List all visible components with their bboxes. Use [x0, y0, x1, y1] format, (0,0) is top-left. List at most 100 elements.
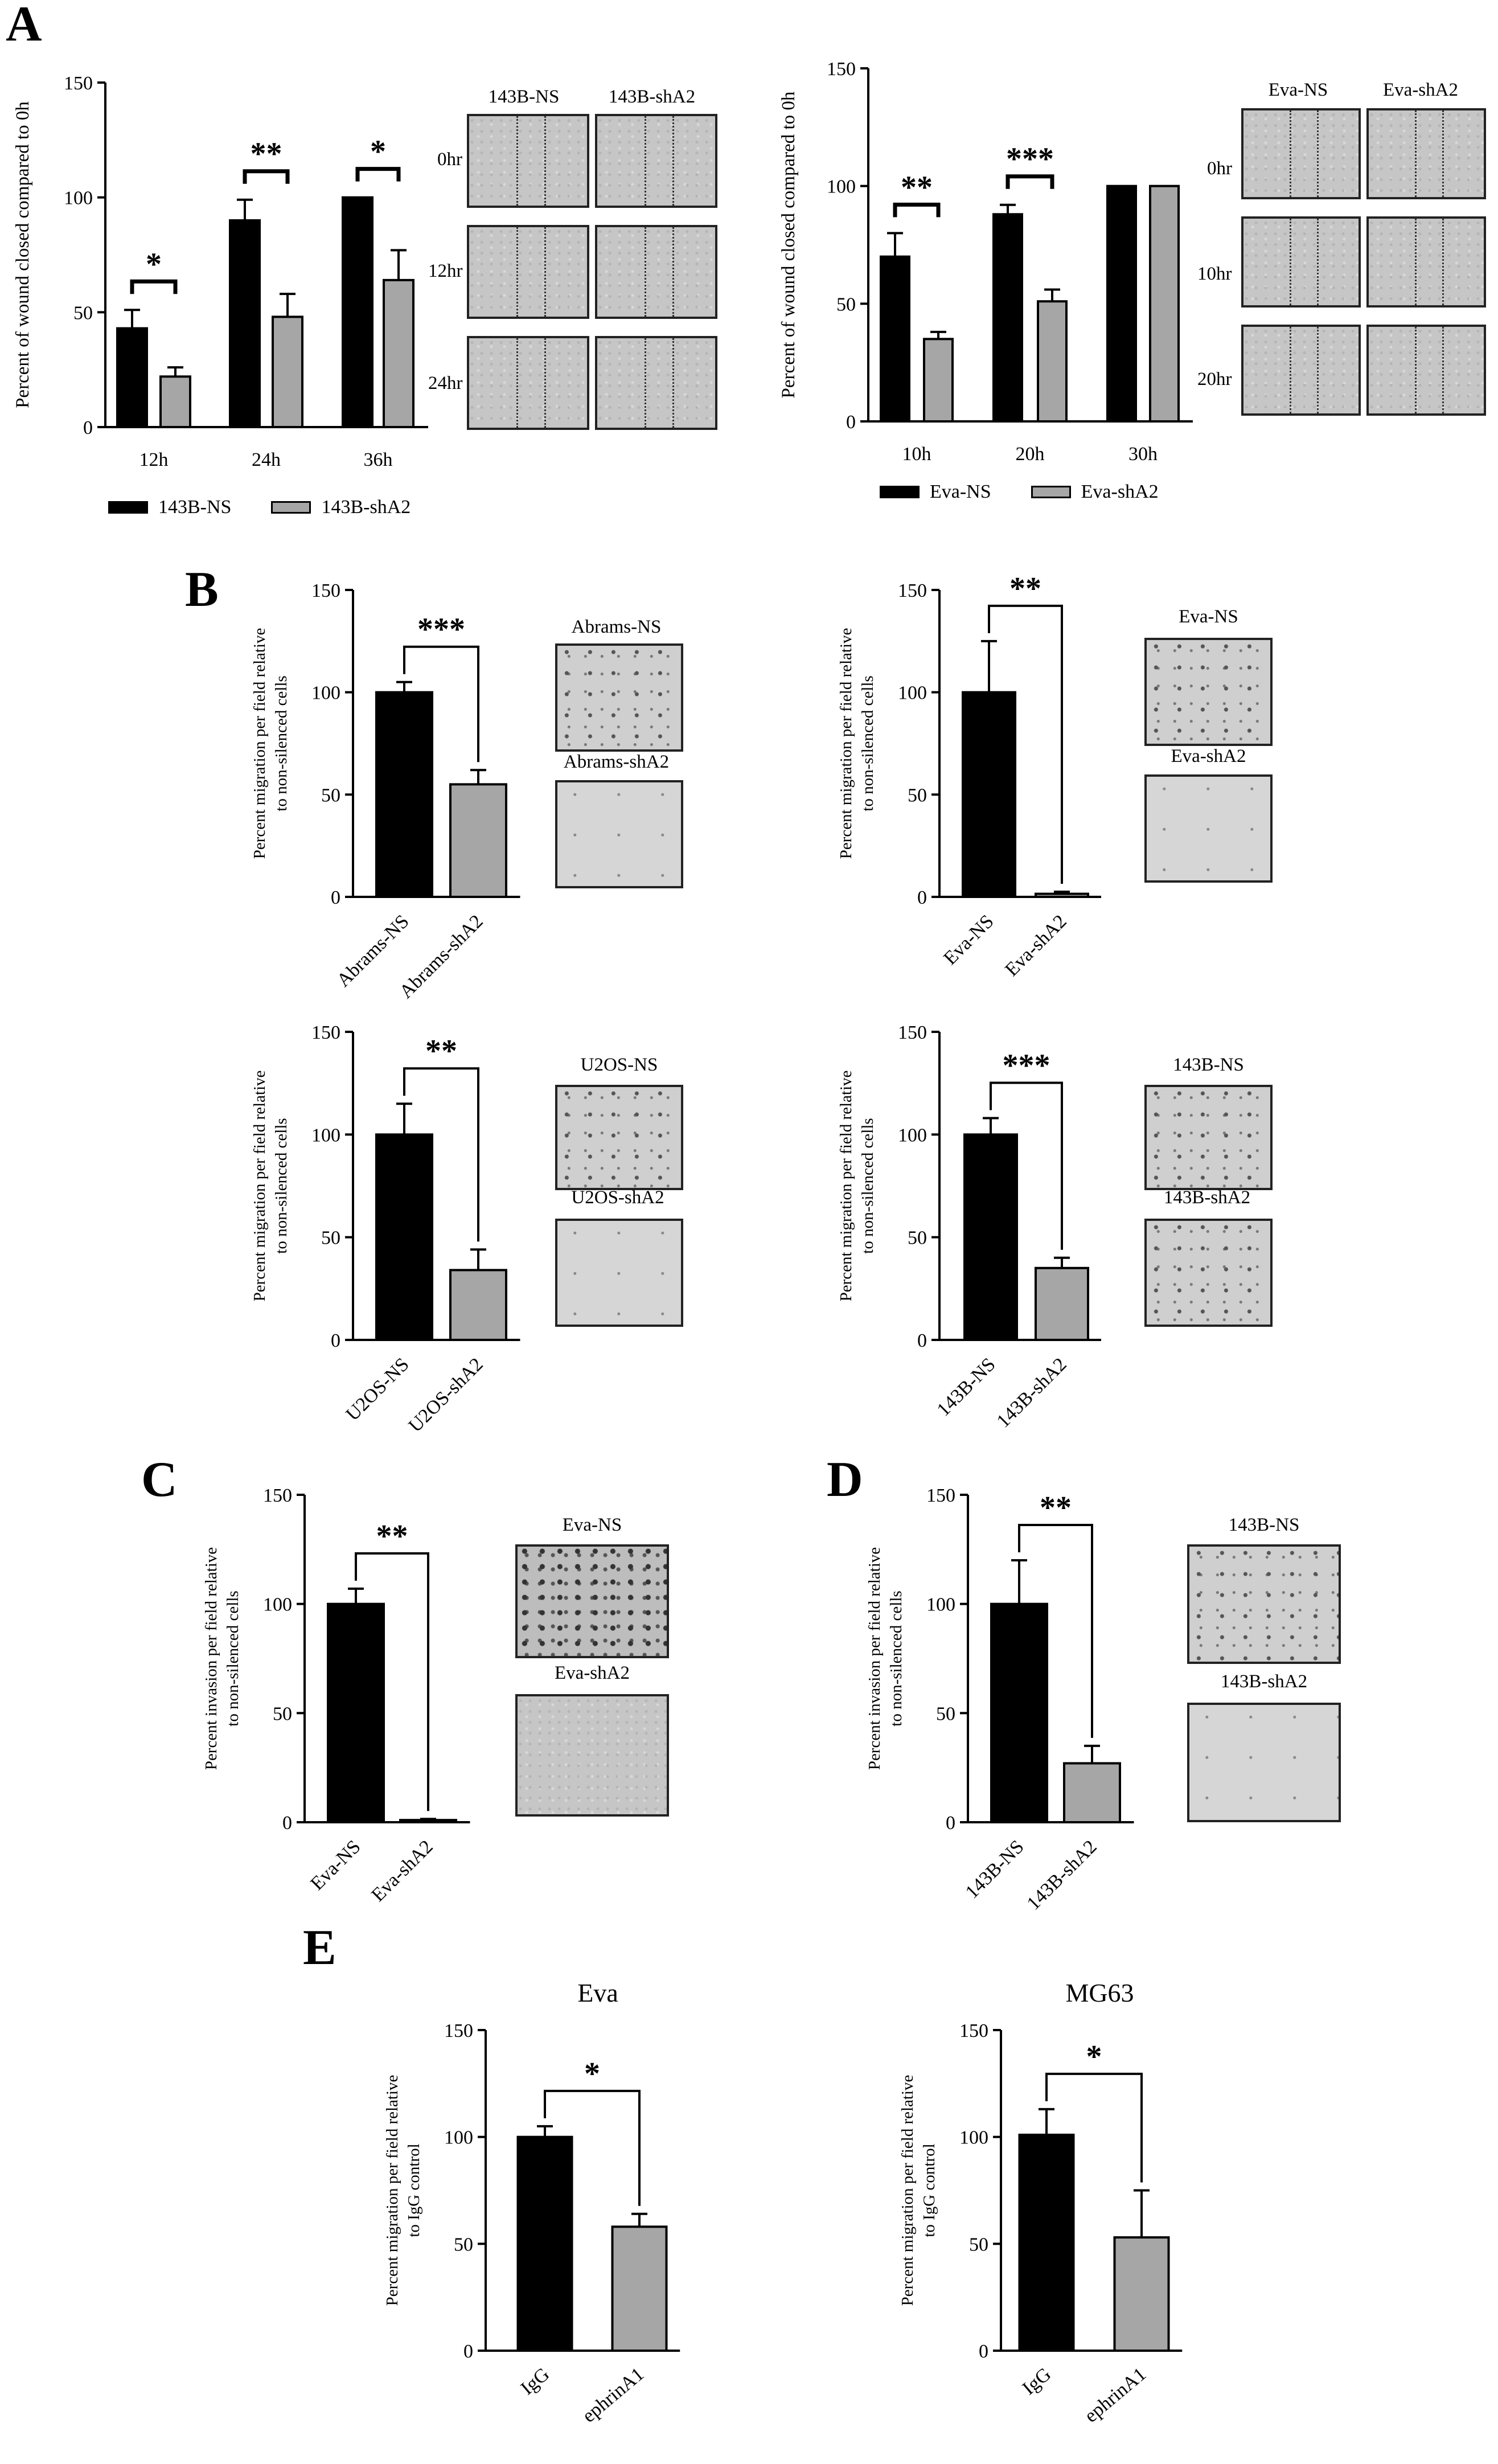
y-tick-label: 150 — [311, 1022, 340, 1043]
y-axis-label: to non-silenced cells — [859, 675, 877, 811]
y-tick-label: 50 — [321, 785, 340, 806]
panel-letter-d: D — [827, 1452, 863, 1507]
bar — [449, 783, 507, 899]
y-tick-label: 50 — [73, 302, 93, 323]
x-category-label: 143B-NS — [933, 1354, 1000, 1420]
wound-image — [1241, 108, 1361, 199]
bar — [449, 1269, 507, 1341]
significance-stars: ** — [1040, 1490, 1072, 1526]
panel-letter-a: A — [6, 0, 42, 52]
micrograph-col-label: 143B-shA2 — [608, 87, 696, 107]
invasion-image — [1187, 1544, 1341, 1664]
x-category-label: 143B-shA2 — [1023, 1836, 1101, 1914]
y-tick-label: 100 — [827, 177, 856, 198]
chart-b2: 0 50 100 150 Percent migration per field rel… — [837, 571, 1101, 981]
significance-bracket — [990, 1081, 1063, 1250]
significance-bracket — [243, 169, 290, 184]
y-axis-label: Percent migration per field relative — [837, 628, 855, 859]
y-axis-label: Percent migration per field relative — [251, 1071, 269, 1302]
significance-bracket — [1018, 1524, 1093, 1738]
chart-title: Eva — [577, 1978, 618, 2007]
micrograph-row-label: 12hr — [428, 261, 463, 281]
y-tick-label: 150 — [444, 2020, 473, 2041]
transwell-image — [555, 1085, 683, 1190]
bar — [272, 315, 303, 429]
micrograph-label: U2OS-shA2 — [571, 1187, 664, 1208]
wound-image — [1241, 216, 1361, 308]
wound-image — [1366, 325, 1486, 416]
y-tick-label: 100 — [64, 188, 93, 209]
significance-bracket — [1005, 174, 1054, 189]
y-tick-label: 0 — [331, 1330, 340, 1351]
chart-b3: 0 50 100 150 Percent migration per field rel… — [251, 1022, 520, 1437]
bar — [1035, 1266, 1089, 1341]
bar — [1018, 2133, 1075, 2352]
y-tick-label: 0 — [846, 412, 856, 433]
significance-stars: ** — [376, 1519, 408, 1554]
y-tick-label: 50 — [908, 785, 927, 806]
y-axis-label: Percent migration per field relative — [837, 1071, 855, 1302]
legend-item-ns: Eva-NS — [880, 481, 991, 503]
micrograph-label: 143B-shA2 — [1220, 1671, 1308, 1692]
y-tick-label: 100 — [311, 683, 340, 704]
y-axis-label: Percent migration per field relative — [383, 2075, 401, 2306]
micrograph-row-label: 20hr — [1197, 369, 1232, 390]
x-category-label: Abrams-NS — [333, 911, 413, 991]
significance-stars: ** — [425, 1034, 457, 1069]
chart-b4: 0 50 100 150 Percent migration per field rel… — [837, 1022, 1101, 1432]
legend-label: 143B-shA2 — [321, 497, 411, 518]
invasion-image — [515, 1544, 669, 1658]
x-category-label: 20h — [1016, 444, 1045, 465]
bar — [229, 219, 261, 428]
significance-stars: *** — [1003, 1048, 1050, 1083]
x-category-label: 30h — [1128, 444, 1158, 465]
significance-stars: * — [1086, 2039, 1102, 2074]
wound-image — [595, 114, 717, 208]
y-axis-label: to IgG control — [920, 2143, 938, 2237]
y-axis-label: Percent of wound closed compared to 0h — [778, 91, 799, 398]
y-tick-label: 100 — [959, 2127, 988, 2149]
chart-c: 0 50 100 150 Percent invasion per field rela… — [202, 1485, 470, 1906]
significance-stars: ** — [251, 137, 282, 172]
panel-letter-b: B — [185, 562, 219, 617]
transwell-image — [555, 643, 683, 752]
transwell-image — [555, 780, 683, 888]
x-category-label: 12h — [139, 449, 169, 470]
chart-b1: 0 50 100 150 Percent migration per field rel… — [251, 580, 520, 1003]
y-tick-label: 150 — [311, 580, 340, 601]
wound-image — [467, 336, 589, 430]
y-tick-label: 50 — [321, 1228, 340, 1249]
bar — [1113, 2236, 1170, 2352]
x-category-label: Eva-NS — [306, 1836, 364, 1894]
y-tick-label: 50 — [836, 294, 856, 315]
y-tick-label: 100 — [263, 1594, 292, 1616]
significance-stars: * — [146, 247, 162, 282]
bar — [516, 2135, 573, 2352]
bar — [923, 338, 954, 423]
invasion-image — [515, 1694, 669, 1817]
y-axis-label: Percent migration per field relative — [898, 2075, 917, 2306]
significance-stars: *** — [1006, 142, 1054, 177]
bar — [383, 278, 414, 428]
bar — [399, 1819, 457, 1824]
y-tick-label: 50 — [908, 1228, 927, 1249]
significance-bracket — [355, 1552, 429, 1811]
micrograph-label: Abrams-shA2 — [563, 752, 670, 772]
y-axis-label: to non-silenced cells — [887, 1590, 905, 1726]
y-tick-label: 50 — [454, 2234, 473, 2255]
significance-stars: ** — [1009, 571, 1041, 606]
y-tick-label: 100 — [926, 1594, 955, 1616]
x-category-label: ephrinA1 — [578, 2364, 648, 2427]
y-tick-label: 150 — [263, 1485, 292, 1506]
significance-bracket — [893, 202, 941, 218]
legend-eva: Eva-NS Eva-shA2 — [880, 481, 1159, 503]
y-axis-label: Percent invasion per field relative — [202, 1547, 220, 1770]
y-axis-label: Percent migration per field relative — [251, 628, 269, 859]
micrograph-col-label: Eva-shA2 — [1383, 80, 1458, 100]
bar — [992, 213, 1023, 423]
y-axis-label: to non-silenced cells — [859, 1118, 877, 1253]
significance-stars: * — [370, 134, 386, 170]
x-category-label: Eva-shA2 — [367, 1836, 437, 1905]
legend-swatch-sh — [1031, 486, 1071, 498]
micrograph-label: U2OS-NS — [580, 1055, 658, 1075]
